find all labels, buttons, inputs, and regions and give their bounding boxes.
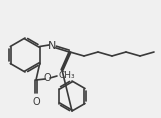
Text: O: O bbox=[32, 97, 40, 107]
Text: N: N bbox=[48, 41, 56, 51]
Text: O: O bbox=[43, 73, 51, 83]
Text: CH₃: CH₃ bbox=[59, 70, 76, 80]
